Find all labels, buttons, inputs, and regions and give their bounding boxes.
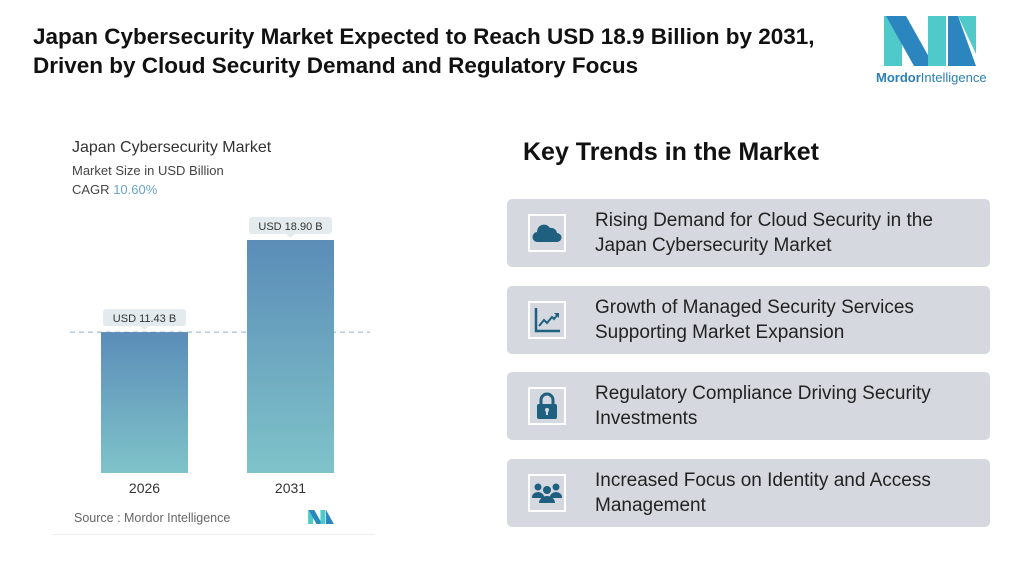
mini-logo-icon xyxy=(308,510,334,524)
data-label-bg xyxy=(249,217,332,234)
data-label: USD 11.43 B xyxy=(113,313,176,325)
x-tick-label: 2026 xyxy=(129,480,160,496)
trend-text: Rising Demand for Cloud Security in the … xyxy=(595,210,933,256)
trend-text: Regulatory Compliance Driving Security I… xyxy=(595,383,931,429)
bar-chart: USD 11.43 B 2026 USD 18.90 B 2031 xyxy=(70,217,370,496)
page-title: Japan Cybersecurity Market Expected to R… xyxy=(33,24,815,78)
data-label: USD 18.90 B xyxy=(258,221,322,233)
source-text: Source : Mordor Intelligence xyxy=(74,511,231,525)
x-tick-label: 2031 xyxy=(275,480,306,496)
mordor-logo-icon xyxy=(884,16,976,66)
users-group-icon xyxy=(528,474,566,512)
data-label-pointer xyxy=(286,234,295,238)
trend-text: Growth of Managed Security Services Supp… xyxy=(595,297,914,343)
data-label-bg xyxy=(103,309,186,327)
trend-card: Rising Demand for Cloud Security in the … xyxy=(507,199,990,267)
cagr-value: 10.60% xyxy=(113,182,158,197)
chart-subtitle: Market Size in USD Billion xyxy=(72,163,224,178)
lock-icon xyxy=(528,387,566,425)
chart-panel: Japan Cybersecurity Market Market Size i… xyxy=(52,130,375,535)
bar-2031 xyxy=(247,240,334,473)
trend-text: Increased Focus on Identity and Access M… xyxy=(595,470,931,516)
logo-text: MordorIntelligence xyxy=(876,70,987,85)
bar-2026 xyxy=(101,332,188,473)
trend-card: Regulatory Compliance Driving Security I… xyxy=(507,372,990,440)
data-label-pointer xyxy=(140,326,149,331)
trends-heading: Key Trends in the Market xyxy=(523,138,819,166)
chart-title: Japan Cybersecurity Market xyxy=(72,139,272,156)
trend-card: Growth of Managed Security Services Supp… xyxy=(507,286,990,354)
cloud-icon xyxy=(528,214,566,252)
growth-chart-icon xyxy=(528,301,566,339)
trend-card: Increased Focus on Identity and Access M… xyxy=(507,459,990,527)
cagr: CAGR 10.60% xyxy=(72,182,158,197)
